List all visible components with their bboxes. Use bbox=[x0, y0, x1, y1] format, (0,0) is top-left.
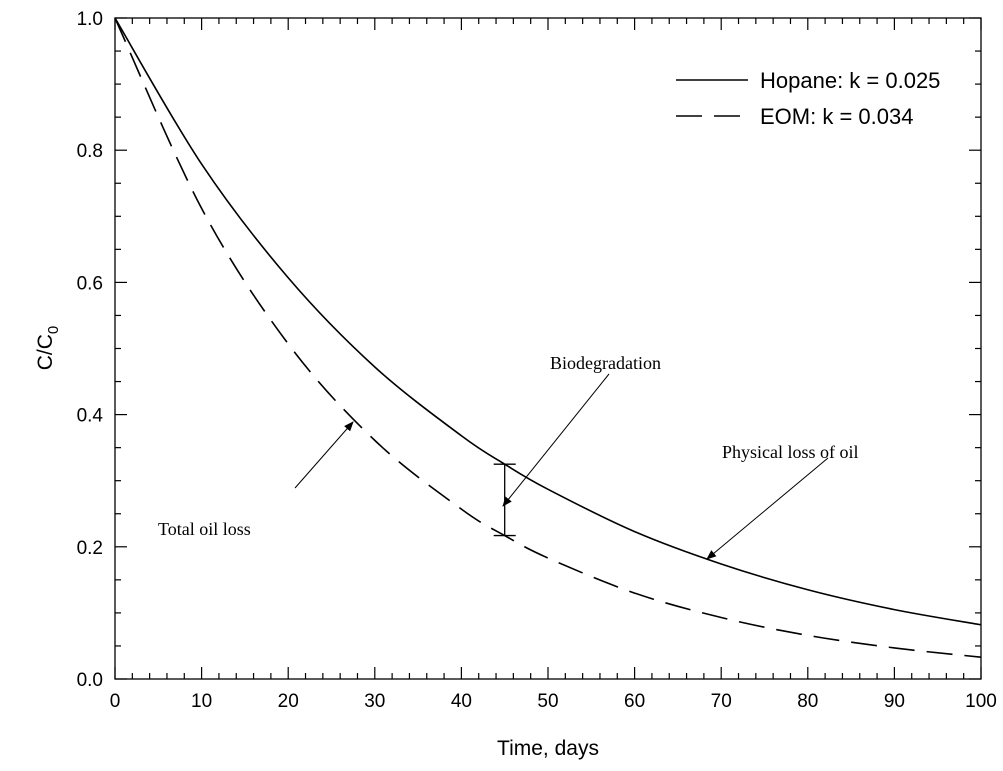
annotation-total-loss: Total oil loss bbox=[158, 519, 251, 539]
x-tick-label: 10 bbox=[191, 691, 212, 712]
annotation-physical-loss-arrow bbox=[706, 457, 829, 560]
x-tick-label: 70 bbox=[711, 691, 732, 712]
x-tick-label: 40 bbox=[451, 691, 472, 712]
biodegradation-error-bar bbox=[493, 463, 516, 537]
y-tick-label: 0.4 bbox=[77, 406, 104, 427]
annotation-physical-loss: Physical loss of oil bbox=[722, 442, 859, 462]
y-axis-title-main: C/C bbox=[34, 334, 57, 370]
x-tick-label: 90 bbox=[884, 691, 905, 712]
x-axis-title: Time, days bbox=[497, 737, 599, 760]
y-tick-label: 0.8 bbox=[77, 141, 103, 162]
legend: Hopane: k = 0.025 EOM: k = 0.034 bbox=[676, 68, 940, 129]
y-axis-title: C/C0 bbox=[34, 326, 62, 371]
tick-labels: 0 10 20 30 40 50 60 70 80 90 100 0.0 0.2 0.4 0.6 0.8 1.0 bbox=[77, 9, 997, 712]
y-axis-title-subscript: 0 bbox=[45, 326, 62, 334]
x-tick-label: 100 bbox=[965, 691, 997, 712]
x-tick-label: 80 bbox=[797, 691, 818, 712]
x-tick-label: 30 bbox=[364, 691, 385, 712]
series-line-hopane bbox=[114, 17, 982, 626]
x-tick-label: 0 bbox=[110, 691, 121, 712]
annotation-biodegradation: Biodegradation bbox=[550, 353, 661, 373]
annotation-total-loss-arrow bbox=[294, 421, 354, 489]
axis-ticks bbox=[114, 17, 982, 680]
y-tick-label: 1.0 bbox=[77, 9, 103, 30]
annotation-biodegradation-arrow bbox=[502, 373, 610, 507]
x-tick-label: 50 bbox=[537, 691, 558, 712]
y-tick-label: 0.2 bbox=[77, 538, 103, 559]
x-tick-label: 20 bbox=[278, 691, 299, 712]
y-tick-label: 0.0 bbox=[77, 670, 103, 691]
legend-label-eom: EOM: k = 0.034 bbox=[760, 104, 913, 129]
x-tick-label: 60 bbox=[624, 691, 645, 712]
y-tick-label: 0.6 bbox=[77, 273, 103, 294]
legend-label-hopane: Hopane: k = 0.025 bbox=[760, 68, 940, 93]
